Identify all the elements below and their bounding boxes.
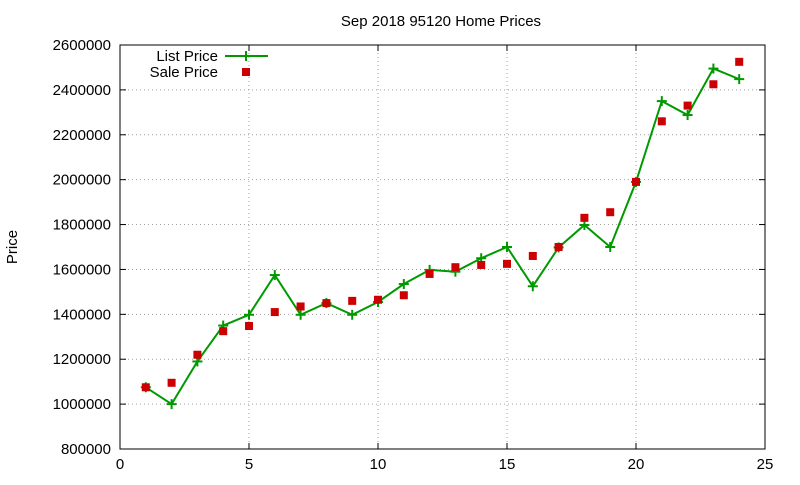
series-list-price <box>140 63 745 410</box>
data-point <box>709 80 718 89</box>
data-point <box>296 302 305 311</box>
x-tick-label: 0 <box>116 456 124 473</box>
data-point <box>219 327 228 336</box>
data-point <box>656 96 667 107</box>
data-point <box>270 308 279 317</box>
y-tick-label: 1000000 <box>53 396 111 413</box>
series <box>140 57 745 410</box>
data-point <box>605 242 616 252</box>
data-point <box>528 251 537 260</box>
data-point <box>141 383 150 392</box>
data-point <box>167 378 176 387</box>
series-sale-price <box>141 57 744 392</box>
data-point <box>708 63 719 74</box>
data-point <box>451 263 460 272</box>
data-point <box>503 259 511 268</box>
y-tick-label: 1800000 <box>53 217 111 234</box>
y-tick-label: 1600000 <box>53 261 111 278</box>
data-point <box>398 279 409 290</box>
y-tick-label: 1200000 <box>53 351 111 368</box>
x-tick-label: 10 <box>370 456 387 473</box>
data-point <box>502 242 512 252</box>
y-tick-label: 2000000 <box>53 172 111 189</box>
grid <box>120 45 765 449</box>
x-tick-label: 5 <box>245 456 253 473</box>
data-point <box>425 269 434 278</box>
data-point <box>399 291 408 300</box>
legend-label: Sale Price <box>150 64 218 81</box>
data-point <box>682 110 693 121</box>
data-point <box>347 309 358 320</box>
legend-marker <box>242 68 250 76</box>
data-point <box>348 296 357 305</box>
x-tick-label: 25 <box>757 456 774 473</box>
legend-marker <box>241 51 251 61</box>
data-point <box>734 74 745 85</box>
data-point <box>554 243 563 251</box>
series-line <box>145 67 740 406</box>
chart-title: Sep 2018 95120 Home Prices <box>341 13 541 30</box>
data-point <box>322 299 331 308</box>
data-point <box>735 57 744 66</box>
axes: 0 5 10 15 20 25 800000 1000000 1200000 1400000 160… <box>53 37 774 473</box>
data-point <box>295 309 306 320</box>
y-tick-label: 1400000 <box>53 306 111 323</box>
data-point <box>269 270 280 281</box>
data-point <box>244 309 254 320</box>
y-axis-label: Price <box>4 230 21 264</box>
data-point <box>632 177 640 186</box>
data-point <box>683 101 692 110</box>
y-tick-label: 2200000 <box>53 127 111 144</box>
plot-frame <box>119 44 766 450</box>
y-tick-label: 2400000 <box>53 82 111 99</box>
data-point <box>580 213 589 222</box>
data-point <box>374 295 382 304</box>
data-point <box>245 322 253 331</box>
legend-label: List Price <box>156 48 218 65</box>
y-tick-label: 800000 <box>61 441 111 458</box>
data-point <box>477 260 486 269</box>
x-tick-label: 20 <box>628 456 645 473</box>
data-point <box>193 350 202 359</box>
data-point <box>657 117 666 126</box>
x-tick-label: 15 <box>499 456 516 473</box>
y-tick-label: 2600000 <box>53 37 111 54</box>
data-point <box>606 208 615 217</box>
data-point <box>166 399 177 410</box>
data-point <box>527 281 538 292</box>
